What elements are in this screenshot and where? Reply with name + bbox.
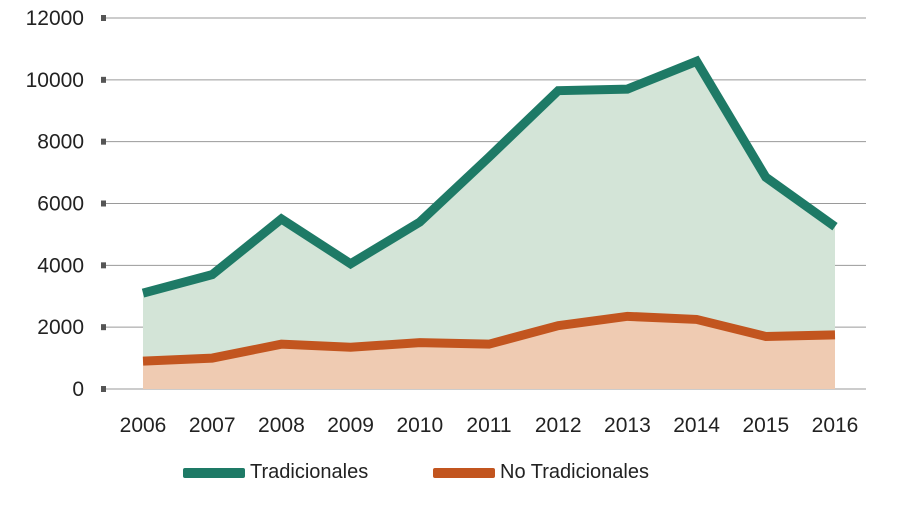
y-tick-label: 4000 (37, 254, 84, 277)
y-axis: 0 2000 4000 6000 8000 10000 12000 (26, 7, 106, 401)
y-tick-mark (101, 138, 106, 145)
y-tick-mark (101, 262, 106, 269)
x-tick-label: 2013 (604, 414, 651, 437)
x-tick-label: 2011 (466, 414, 511, 437)
area-no-tradicionales (143, 316, 835, 389)
y-tick-mark (101, 200, 106, 207)
y-tick-label: 12000 (26, 7, 84, 30)
x-tick-label: 2014 (673, 414, 720, 437)
legend-swatch-tradicionales (183, 467, 245, 478)
x-axis: 2006 2007 2008 2009 2010 2011 2012 2013 2014 2015… (120, 414, 859, 437)
x-tick-label: 2012 (535, 414, 582, 437)
x-tick-label: 2015 (742, 414, 789, 437)
legend-item-no-tradicionales: No Tradicionales (433, 461, 649, 484)
y-tick-label: 2000 (37, 316, 84, 339)
series-lines (141, 55, 838, 366)
x-tick-label: 2006 (120, 414, 167, 437)
y-tick-mark (101, 324, 106, 331)
x-tick-label: 2010 (396, 414, 443, 437)
legend-label-no-tradicionales: No Tradicionales (500, 461, 649, 483)
legend-swatch-no-tradicionales (433, 467, 495, 478)
series-areas (143, 61, 835, 390)
x-tick-label: 2016 (812, 414, 859, 437)
y-tick-mark (101, 386, 106, 392)
legend-item-tradicionales: Tradicionales (183, 461, 368, 484)
y-tick-label: 8000 (37, 131, 84, 154)
y-tick-label: 0 (72, 378, 84, 401)
x-tick-label: 2009 (327, 414, 374, 437)
y-tick-label: 6000 (37, 193, 84, 216)
y-tick-label: 10000 (26, 69, 84, 92)
x-tick-label: 2008 (258, 414, 305, 437)
x-tick-label: 2007 (189, 414, 236, 437)
y-tick-mark (101, 15, 106, 21)
legend-label-tradicionales: Tradicionales (250, 461, 369, 483)
y-tick-mark (101, 76, 106, 83)
area-tradicionales (143, 61, 835, 390)
